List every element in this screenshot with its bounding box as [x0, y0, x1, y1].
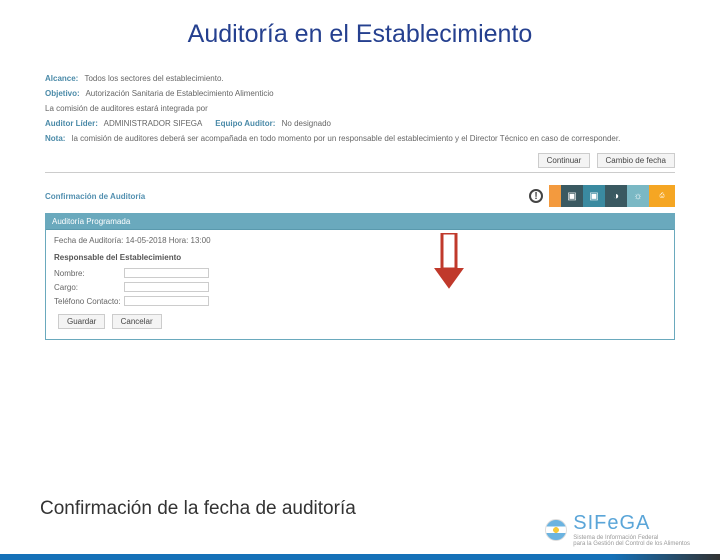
cambio-fecha-button[interactable]: Cambio de fecha [597, 153, 675, 168]
cargo-label: Cargo: [54, 283, 124, 292]
lider-value: ADMINISTRADOR SIFEGA [104, 119, 202, 128]
equipo-value: No designado [282, 119, 331, 128]
guardar-button[interactable]: Guardar [58, 314, 105, 329]
step-icon-6[interactable]: ⎙ [649, 185, 675, 207]
nombre-input[interactable] [124, 268, 209, 278]
divider [45, 172, 675, 173]
fecha-line: Fecha de Auditoría: 14-05-2018 Hora: 13:… [54, 236, 666, 245]
telefono-input[interactable] [124, 296, 209, 306]
screenshot-region: Alcance: Todos los sectores del establec… [45, 74, 675, 340]
nota-label: Nota: [45, 134, 65, 143]
objetivo-line: Objetivo: Autorización Sanitaria de Esta… [45, 89, 675, 98]
step-icon-5[interactable]: ☼ [627, 185, 649, 207]
continuar-button[interactable]: Continuar [538, 153, 591, 168]
logo-text: SIFeGA [573, 512, 690, 535]
objetivo-text: Autorización Sanitaria de Establecimient… [85, 89, 273, 98]
responsable-subhead: Responsable del Establecimiento [54, 253, 666, 262]
objetivo-label: Objetivo: [45, 89, 80, 98]
step-label: Confirmación de Auditoría [45, 192, 145, 201]
nota-line: Nota: la comisión de auditores deberá se… [45, 134, 675, 143]
step-icon-1[interactable] [549, 185, 561, 207]
top-button-row: Continuar Cambio de fecha [45, 153, 675, 168]
logo-sub1: Sistema de Información Federal [573, 535, 690, 542]
caption-text: Confirmación de la fecha de auditoría [40, 498, 356, 520]
auditoria-panel: Auditoría Programada Fecha de Auditoría:… [45, 213, 675, 340]
nombre-label: Nombre: [54, 269, 124, 278]
equipo-label: Equipo Auditor: [215, 119, 275, 128]
footer-bar [0, 554, 720, 560]
step-icon-2[interactable]: ▣ [561, 185, 583, 207]
alert-icon: ! [529, 189, 543, 203]
page-title: Auditoría en el Establecimiento [120, 20, 600, 49]
alcance-text: Todos los sectores del establecimiento. [84, 74, 223, 83]
comision-line: La comisión de auditores estará integrad… [45, 104, 675, 113]
logo: SIFeGA Sistema de Información Federal pa… [545, 512, 690, 548]
telefono-row: Teléfono Contacto: [54, 296, 666, 306]
telefono-label: Teléfono Contacto: [54, 297, 124, 306]
step-header: Confirmación de Auditoría ! ▣ ▣ ◑ ☼ ⎙ [45, 185, 675, 207]
nombre-row: Nombre: [54, 268, 666, 278]
lider-label: Auditor Líder: [45, 119, 98, 128]
alcance-line: Alcance: Todos los sectores del establec… [45, 74, 675, 83]
alcance-label: Alcance: [45, 74, 78, 83]
step-icon-3[interactable]: ▣ [583, 185, 605, 207]
lider-line: Auditor Líder: ADMINISTRADOR SIFEGA Equi… [45, 119, 675, 128]
panel-header: Auditoría Programada [46, 214, 674, 230]
logo-flag-icon [545, 519, 567, 541]
cargo-row: Cargo: [54, 282, 666, 292]
panel-button-row: Guardar Cancelar [54, 314, 666, 329]
cancelar-button[interactable]: Cancelar [112, 314, 162, 329]
comision-text: La comisión de auditores estará integrad… [45, 104, 208, 113]
panel-body: Fecha de Auditoría: 14-05-2018 Hora: 13:… [46, 230, 674, 339]
step-icons: ▣ ▣ ◑ ☼ ⎙ [549, 185, 675, 207]
logo-sub2: para la Gestión del Control de los Alime… [573, 541, 690, 548]
cargo-input[interactable] [124, 282, 209, 292]
nota-text: la comisión de auditores deberá ser acom… [72, 134, 621, 143]
step-icon-4[interactable]: ◑ [605, 185, 627, 207]
